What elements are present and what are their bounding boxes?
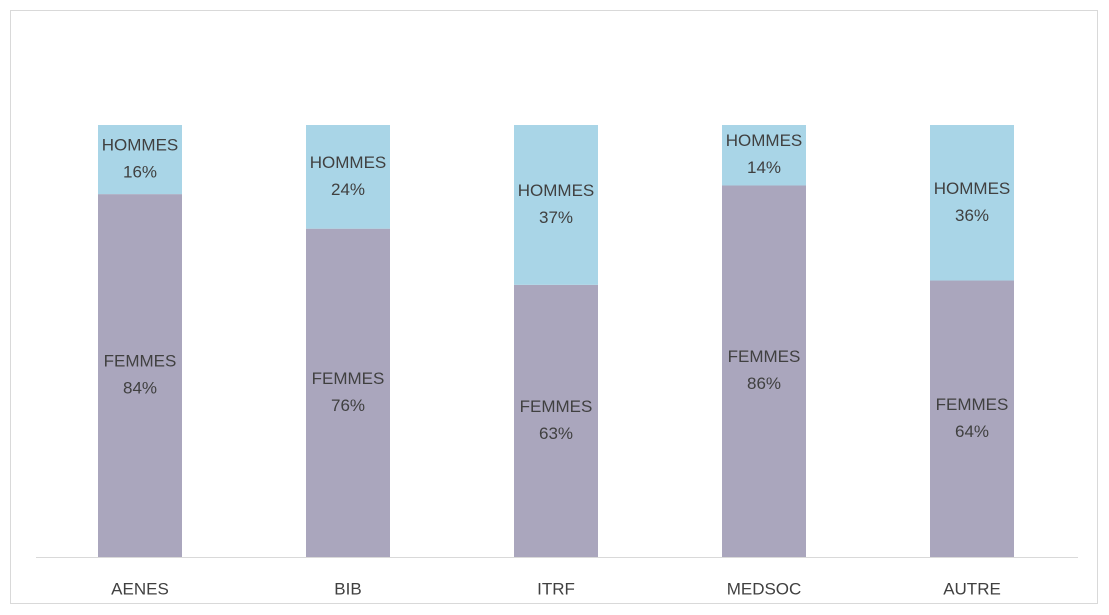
bar-segment	[306, 228, 390, 557]
data-label-value: 37%	[539, 208, 573, 227]
data-label-series: HOMMES	[934, 179, 1011, 198]
data-label-series: HOMMES	[518, 181, 595, 200]
data-label-value: 63%	[539, 424, 573, 443]
x-tick-label: AUTRE	[943, 579, 1001, 598]
bar-segment	[98, 194, 182, 557]
x-tick-label: ITRF	[537, 579, 575, 598]
data-label-series: FEMMES	[728, 348, 801, 367]
data-label-series: FEMMES	[936, 395, 1009, 414]
data-label-value: 14%	[747, 159, 781, 178]
data-label-series: FEMMES	[312, 369, 385, 388]
data-label: FEMMES 86%	[728, 348, 801, 394]
data-label-value: 86%	[747, 375, 781, 394]
bar-segment	[98, 125, 182, 195]
data-label: FEMMES 63%	[520, 397, 593, 443]
data-label-value: 76%	[331, 396, 365, 415]
x-tick-label: BIB	[334, 579, 361, 598]
data-label-series: HOMMES	[102, 136, 179, 155]
bar-segment	[514, 284, 598, 557]
data-label: HOMMES 14%	[726, 132, 803, 178]
data-label: HOMMES 36%	[934, 179, 1011, 225]
data-label-value: 64%	[955, 422, 989, 441]
x-tick-label: AENES	[111, 579, 169, 598]
bar-segment	[722, 185, 806, 558]
bar-segment	[722, 125, 806, 186]
data-label-value: 24%	[331, 180, 365, 199]
data-label: HOMMES 37%	[518, 181, 595, 227]
data-label-series: HOMMES	[310, 153, 387, 172]
data-label-value: 84%	[123, 379, 157, 398]
x-tick-label: MEDSOC	[727, 579, 802, 598]
bar-segment	[514, 125, 598, 285]
data-label-value: 36%	[955, 206, 989, 225]
data-label-series: HOMMES	[726, 132, 803, 151]
bar-segment	[306, 125, 390, 229]
data-label: FEMMES 84%	[104, 352, 177, 398]
data-label: HOMMES 16%	[102, 136, 179, 182]
data-label: HOMMES 24%	[310, 153, 387, 199]
bar-segment	[930, 125, 1014, 281]
data-label-series: FEMMES	[104, 352, 177, 371]
data-label-series: FEMMES	[520, 397, 593, 416]
data-label: FEMMES 64%	[936, 395, 1009, 441]
bar-segment	[930, 280, 1014, 557]
data-label: FEMMES 76%	[312, 369, 385, 415]
data-label-value: 16%	[123, 163, 157, 182]
